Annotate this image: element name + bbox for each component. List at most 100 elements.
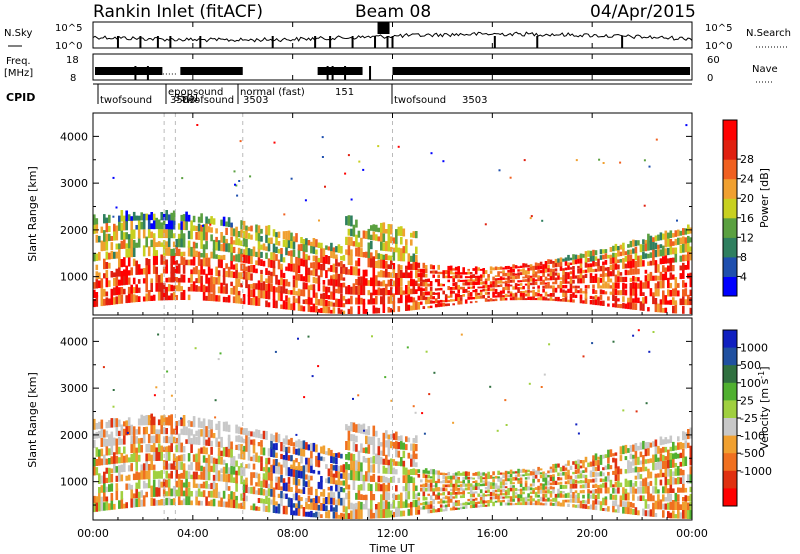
- echo-cell: [522, 474, 525, 477]
- echo-cell: [255, 472, 258, 479]
- echo-cell: [494, 290, 498, 295]
- echo-cell: [135, 498, 138, 508]
- echo-cell: [492, 501, 495, 507]
- echo-cell: [220, 450, 223, 457]
- echo-cell: [390, 441, 393, 449]
- echo-cell: [437, 477, 440, 484]
- echo-cell: [647, 492, 650, 502]
- echo-cell: [150, 231, 153, 239]
- echo-cell: [345, 216, 348, 226]
- echo-cell: [305, 481, 308, 487]
- echo-cell: [524, 480, 528, 484]
- echo-cell: [624, 469, 628, 474]
- echo-cell: [207, 226, 211, 233]
- echo-cell: [285, 482, 288, 492]
- echo-cell: [437, 508, 440, 513]
- echo-cell: [460, 333, 463, 336]
- echo-cell: [167, 277, 171, 283]
- echo-cell: [380, 281, 383, 287]
- echo-cell: [487, 474, 490, 479]
- echo-cell: [350, 459, 353, 471]
- echo-cell: [676, 219, 678, 222]
- echo-cell: [509, 266, 513, 269]
- echo-cell: [382, 458, 386, 465]
- velocity-colorbar-label-main: Velocity [m s: [758, 378, 771, 449]
- echo-cell: [449, 507, 453, 511]
- echo-cell: [235, 499, 238, 509]
- echo-cell: [452, 277, 455, 283]
- echo-cell: [617, 304, 620, 308]
- echo-cell: [599, 285, 603, 289]
- echo-cell: [532, 475, 535, 479]
- echo-cell: [167, 244, 171, 256]
- echo-cell: [543, 373, 546, 376]
- echo-cell: [564, 481, 568, 485]
- echo-cell: [612, 487, 615, 494]
- echo-cell: [332, 277, 336, 287]
- echo-cell: [180, 487, 183, 497]
- echo-cell: [405, 245, 408, 254]
- echo-cell: [457, 266, 460, 271]
- echo-cell: [120, 287, 124, 295]
- echo-cell: [267, 289, 271, 300]
- echo-cell: [632, 287, 635, 296]
- echo-cell: [395, 461, 398, 466]
- echo-cell: [105, 251, 109, 260]
- echo-cell: [420, 507, 423, 510]
- echo-cell: [564, 493, 568, 498]
- echo-cell: [412, 261, 416, 270]
- echo-cell: [537, 485, 540, 490]
- echo-cell: [140, 437, 143, 444]
- echo-cell: [642, 440, 645, 450]
- echo-cell: [102, 366, 105, 369]
- echo-cell: [607, 487, 610, 494]
- echo-cell: [320, 264, 323, 271]
- echo-cell: [385, 484, 388, 492]
- echo-cell: [108, 467, 111, 474]
- echo-cell: [424, 280, 428, 287]
- echo-cell: [482, 477, 485, 480]
- echo-cell: [312, 238, 316, 247]
- echo-cell: [689, 237, 693, 243]
- echo-cell: [135, 260, 138, 266]
- echo-cell: [672, 233, 675, 238]
- echo-cell: [307, 296, 311, 305]
- echo-cell: [552, 488, 555, 494]
- echo-cell: [604, 281, 608, 289]
- echo-cell: [407, 481, 411, 492]
- echo-cell: [185, 439, 188, 444]
- echo-cell: [569, 262, 573, 265]
- echo-cell: [657, 445, 660, 454]
- echo-cell: [242, 236, 246, 247]
- echo-cell: [300, 504, 303, 509]
- echo-cell: [552, 464, 555, 469]
- echo-cell: [347, 244, 351, 256]
- echo-cell: [689, 276, 693, 288]
- echo-cell: [180, 479, 183, 488]
- echo-cell: [614, 274, 618, 283]
- echo-cell: [230, 473, 233, 483]
- echo-cell: [177, 455, 181, 462]
- echo-cell: [327, 295, 331, 300]
- echo-cell: [175, 277, 178, 283]
- echo-cell: [397, 436, 401, 441]
- echo-cell: [202, 466, 206, 472]
- echo-cell: [529, 491, 533, 494]
- echo-cell: [544, 498, 548, 502]
- echo-cell: [307, 240, 311, 246]
- echo-cell: [400, 237, 403, 245]
- echo-cell: [367, 443, 371, 454]
- echo-cell: [587, 250, 590, 257]
- echo-cell: [589, 470, 593, 478]
- echo-cell: [497, 477, 500, 482]
- echo-cell: [290, 464, 293, 469]
- echo-cell: [464, 299, 468, 304]
- echo-cell: [599, 471, 603, 477]
- echo-cell: [295, 278, 298, 288]
- echo-cell: [332, 247, 336, 252]
- echo-cell: [110, 483, 114, 492]
- echo-cell: [200, 224, 203, 232]
- echo-cell: [492, 299, 495, 302]
- echo-cell: [250, 477, 253, 486]
- echo-cell: [669, 261, 673, 272]
